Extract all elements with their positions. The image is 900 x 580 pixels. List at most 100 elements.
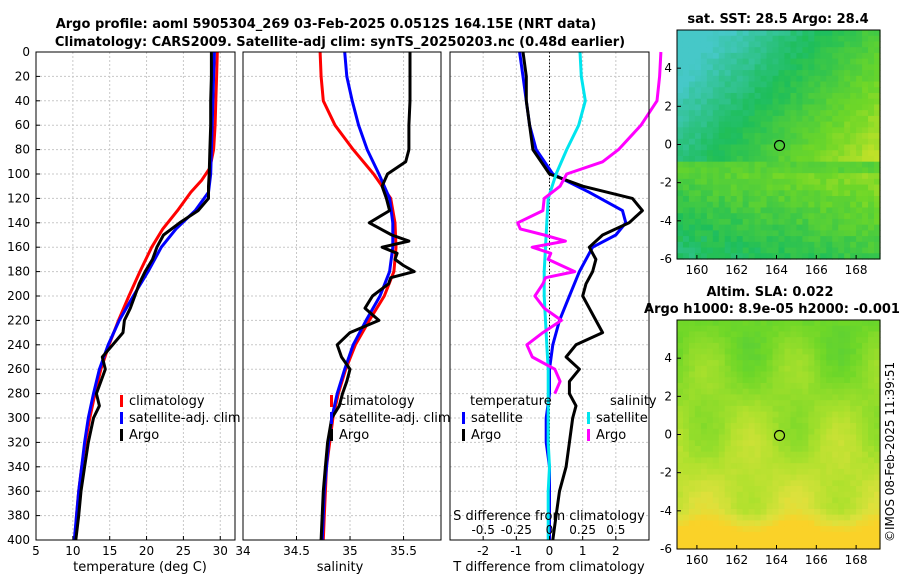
map-cell — [802, 468, 809, 476]
map-cell — [784, 342, 792, 350]
map-cell — [814, 440, 821, 447]
map-cell — [712, 224, 720, 231]
map-cell — [868, 411, 875, 418]
map-cell — [724, 138, 732, 146]
map-cell — [850, 70, 857, 77]
map-cell — [802, 64, 809, 71]
map-cell — [694, 115, 702, 123]
map-cell — [682, 400, 690, 407]
map-cell — [838, 98, 845, 106]
map-cell — [772, 508, 780, 516]
map-cell — [724, 382, 732, 390]
map-cell — [682, 41, 690, 48]
map-cell — [868, 480, 875, 487]
map-cell — [778, 87, 786, 94]
map-cell — [820, 121, 827, 128]
map-cell — [856, 218, 863, 226]
map-cell — [760, 138, 768, 146]
map-cell — [862, 514, 869, 521]
map-cell — [838, 173, 845, 180]
map-cell — [760, 543, 768, 550]
map-cell — [754, 354, 762, 361]
map-cell — [766, 320, 774, 327]
map-cell — [748, 537, 756, 544]
map-cell — [677, 218, 684, 226]
map-cell — [766, 196, 774, 203]
map-cell — [718, 150, 726, 157]
map-cell — [778, 371, 786, 378]
map-cell — [718, 241, 726, 249]
map-cell — [754, 58, 762, 65]
map-cell — [754, 98, 762, 106]
map-cell — [778, 400, 786, 407]
map-cell — [868, 190, 875, 197]
map-cell — [688, 127, 696, 134]
map-cell — [868, 47, 875, 54]
map-cell — [832, 423, 839, 430]
map-cell — [784, 491, 792, 499]
map-cell — [706, 178, 714, 186]
map-cell — [772, 110, 780, 117]
map-cell — [778, 503, 786, 510]
map-cell — [844, 423, 851, 430]
map-cell — [772, 543, 780, 550]
map-cell — [826, 508, 833, 516]
map-cell — [814, 451, 821, 458]
map-cell — [820, 230, 827, 237]
map-cell — [688, 543, 696, 550]
map-cell — [802, 377, 809, 384]
map-cell — [700, 423, 708, 430]
map-cell — [838, 247, 845, 254]
map-cell — [706, 213, 714, 220]
map-cell — [838, 224, 845, 231]
map-cell — [832, 98, 839, 106]
map-cell — [730, 121, 738, 128]
map-cell — [802, 133, 809, 140]
map-cell — [760, 440, 768, 447]
map-cell — [796, 47, 803, 54]
map-cell — [802, 382, 809, 390]
map-cell — [784, 121, 792, 128]
map-cell — [850, 497, 857, 504]
map-cell — [868, 508, 875, 516]
map-cell — [730, 457, 738, 464]
map-cell — [874, 486, 881, 493]
map-cell — [838, 70, 845, 77]
map-cell — [862, 47, 869, 54]
map-cell — [832, 508, 839, 516]
map-cell — [820, 451, 827, 458]
map-cell — [814, 196, 821, 203]
map-cell — [706, 161, 714, 168]
map-cell — [742, 348, 750, 355]
map-cell — [772, 445, 780, 453]
sla-map-title-1: Altim. SLA: 0.022 — [707, 285, 834, 300]
map-cell — [826, 371, 833, 378]
map-cell — [712, 520, 720, 527]
map-cell — [844, 127, 851, 134]
map-cell — [706, 360, 714, 367]
map-cell — [832, 468, 839, 476]
map-cell — [742, 201, 750, 209]
map-cell — [736, 133, 744, 140]
x-tick-label: -2 — [477, 544, 489, 558]
map-cell — [682, 405, 690, 413]
map-cell — [868, 440, 875, 447]
map-cell — [868, 337, 875, 344]
map-cell — [718, 497, 726, 504]
map-cell — [790, 70, 798, 77]
map-cell — [862, 70, 869, 77]
map-cell — [688, 241, 696, 249]
map-cell — [748, 115, 756, 123]
map-cell — [856, 75, 863, 83]
map-cell — [790, 457, 798, 464]
map-cell — [742, 365, 750, 373]
map-cell — [677, 253, 684, 260]
map-y-tick-label: -4 — [660, 214, 672, 228]
map-cell — [754, 411, 762, 418]
map-cell — [808, 526, 815, 533]
map-cell — [874, 377, 881, 384]
map-cell — [760, 360, 768, 367]
map-cell — [802, 241, 809, 249]
map-cell — [772, 161, 780, 168]
map-cell — [748, 445, 756, 453]
